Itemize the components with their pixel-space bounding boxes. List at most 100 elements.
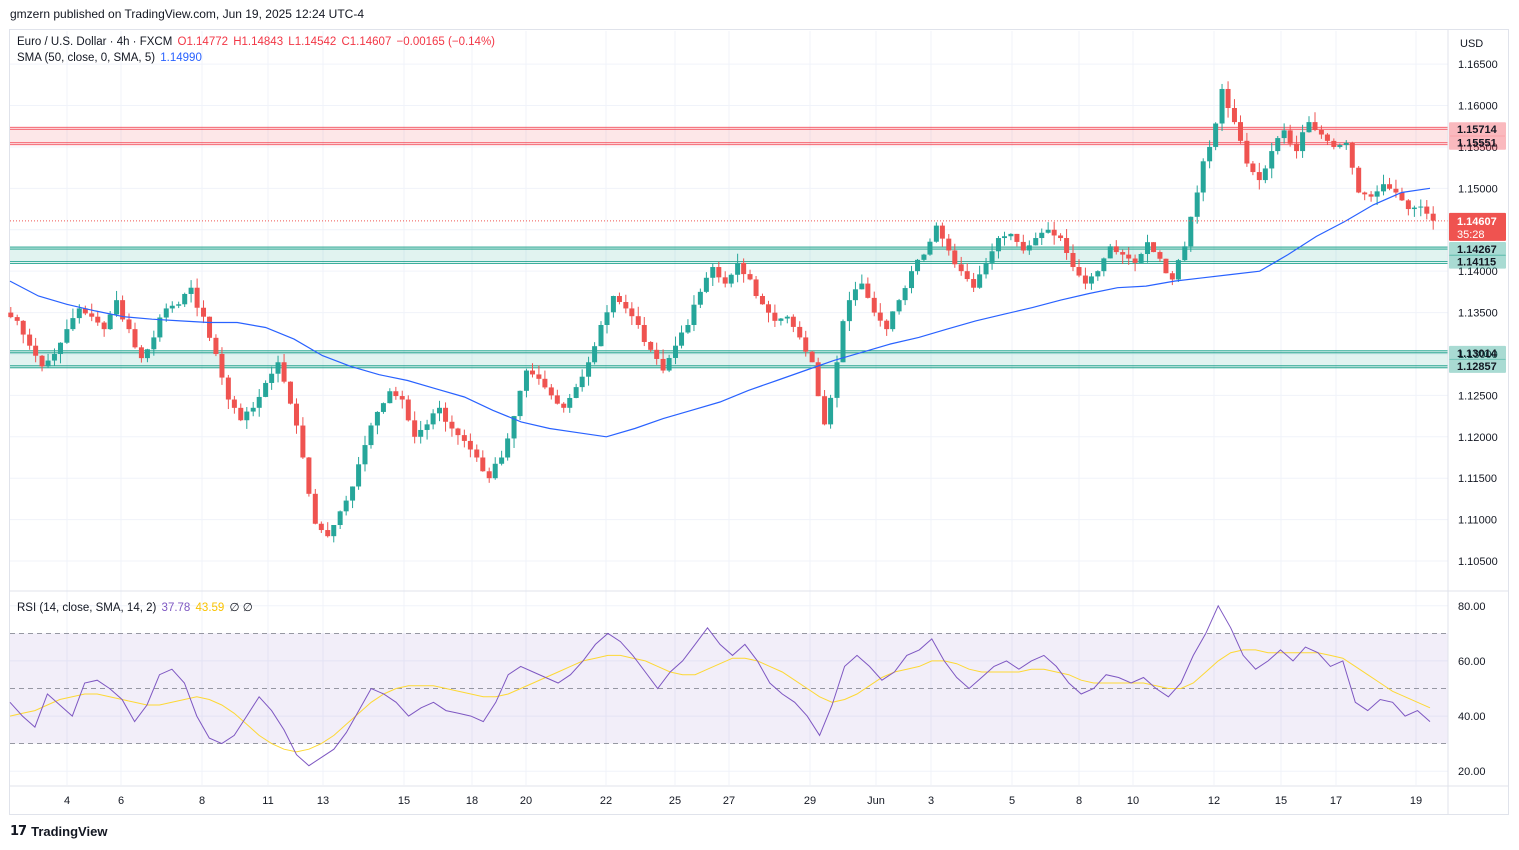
rsi-extra: ∅ ∅ <box>229 602 253 614</box>
candle-body <box>977 274 983 288</box>
candle-body <box>231 399 237 408</box>
candle-body <box>163 308 169 318</box>
candle-body <box>486 471 492 479</box>
candle-body <box>1219 88 1225 124</box>
candle-body <box>529 370 535 375</box>
candle-body <box>89 313 95 317</box>
candle-body <box>728 274 734 284</box>
support-zone <box>10 247 1448 264</box>
candle-body <box>598 324 604 347</box>
candle-body <box>772 312 778 321</box>
candle-body <box>492 463 498 479</box>
candle-body <box>256 396 262 408</box>
price-tick-label: 1.16000 <box>1458 101 1498 113</box>
candle-body <box>27 334 33 346</box>
candle-body <box>1424 206 1430 214</box>
candle-body <box>1356 167 1362 193</box>
candle-body <box>380 403 386 412</box>
candle-body <box>1368 194 1374 197</box>
price-legend: Euro / U.S. Dollar · 4h · FXCM O1.14772 … <box>17 36 497 48</box>
candle-body <box>958 264 964 272</box>
price-tick-label: 1.13000 <box>1458 349 1498 361</box>
rsi-tick-label: 60.00 <box>1458 656 1486 668</box>
candle-body <box>405 399 411 421</box>
candle-body <box>610 296 616 313</box>
candle-body <box>890 311 896 330</box>
candle-body <box>350 486 356 501</box>
candle-body <box>803 337 809 352</box>
candle-body <box>635 316 641 325</box>
candle-body <box>207 316 213 338</box>
resistance-zone <box>10 127 1448 145</box>
candle-body <box>1281 130 1287 139</box>
candle-body <box>225 377 231 400</box>
time-tick-label: 15 <box>1275 795 1287 807</box>
candle-body <box>884 320 890 330</box>
candle-body <box>76 308 82 319</box>
candle-body <box>840 321 846 363</box>
candle-body <box>1331 140 1337 147</box>
candle-body <box>1020 241 1026 251</box>
candle-body <box>194 287 200 308</box>
candle-body <box>362 445 368 465</box>
candle-body <box>1101 258 1107 272</box>
candle-body <box>691 304 697 325</box>
time-tick-label: 10 <box>1127 795 1139 807</box>
price-tick-label: 1.11500 <box>1458 473 1497 485</box>
chart-frame <box>9 29 1509 815</box>
candle-body <box>461 435 467 441</box>
candle-body <box>151 337 157 350</box>
candle-body <box>1064 238 1070 253</box>
candle-body <box>1225 88 1231 109</box>
price-tick-label: 1.14000 <box>1458 266 1498 278</box>
candle-body <box>1045 229 1051 233</box>
rsi-tick-label: 80.00 <box>1458 601 1486 613</box>
time-tick-label: 8 <box>1076 795 1082 807</box>
sma-line <box>9 187 1431 438</box>
candle-body <box>1411 207 1417 210</box>
candle-body <box>995 238 1001 252</box>
currency-label[interactable]: USD <box>1460 38 1484 50</box>
candle-body <box>82 308 88 314</box>
candle-body <box>188 287 194 294</box>
candle-body <box>287 381 293 404</box>
candle-body <box>765 304 771 313</box>
candle-body <box>1287 130 1293 144</box>
candle-body <box>393 391 399 397</box>
candle-body <box>64 329 70 343</box>
candle-body <box>586 362 592 377</box>
resistance-lower-label-text: 1.15551 <box>1457 138 1497 150</box>
candle-body <box>648 341 654 350</box>
change-value: −0.00165 (−0.14%) <box>396 36 496 48</box>
candle-body <box>592 346 598 363</box>
candle-body <box>474 449 480 458</box>
candle-body <box>1405 200 1411 210</box>
candle-body <box>722 277 728 284</box>
candle-body <box>312 493 318 524</box>
candle-body <box>1244 140 1250 164</box>
rsi-ma-line <box>9 649 1431 753</box>
candle-body <box>1082 275 1088 284</box>
candle-body <box>523 370 529 391</box>
footer-brand[interactable]: 17 TradingView <box>10 824 107 839</box>
time-tick-label: 13 <box>317 795 329 807</box>
time-tick-label: 3 <box>928 795 934 807</box>
grid-lines <box>10 31 1448 785</box>
candle-body <box>318 523 324 531</box>
support-zone <box>10 350 1448 368</box>
candle-body <box>300 425 306 458</box>
candle-body <box>1182 246 1188 261</box>
candle-body <box>1039 232 1045 239</box>
candle-body <box>567 397 573 408</box>
rsi-tick-label: 40.00 <box>1458 711 1486 723</box>
candle-body <box>1157 252 1163 259</box>
candle-body <box>1250 163 1256 173</box>
candle-body <box>673 345 679 358</box>
candle-body <box>1113 246 1119 253</box>
candle-body <box>517 390 523 417</box>
tradingview-logo-icon: 17 <box>10 824 27 839</box>
price-tick-label: 1.13500 <box>1458 308 1498 320</box>
support2-lower-label <box>1449 358 1506 373</box>
candle-body <box>511 416 517 439</box>
